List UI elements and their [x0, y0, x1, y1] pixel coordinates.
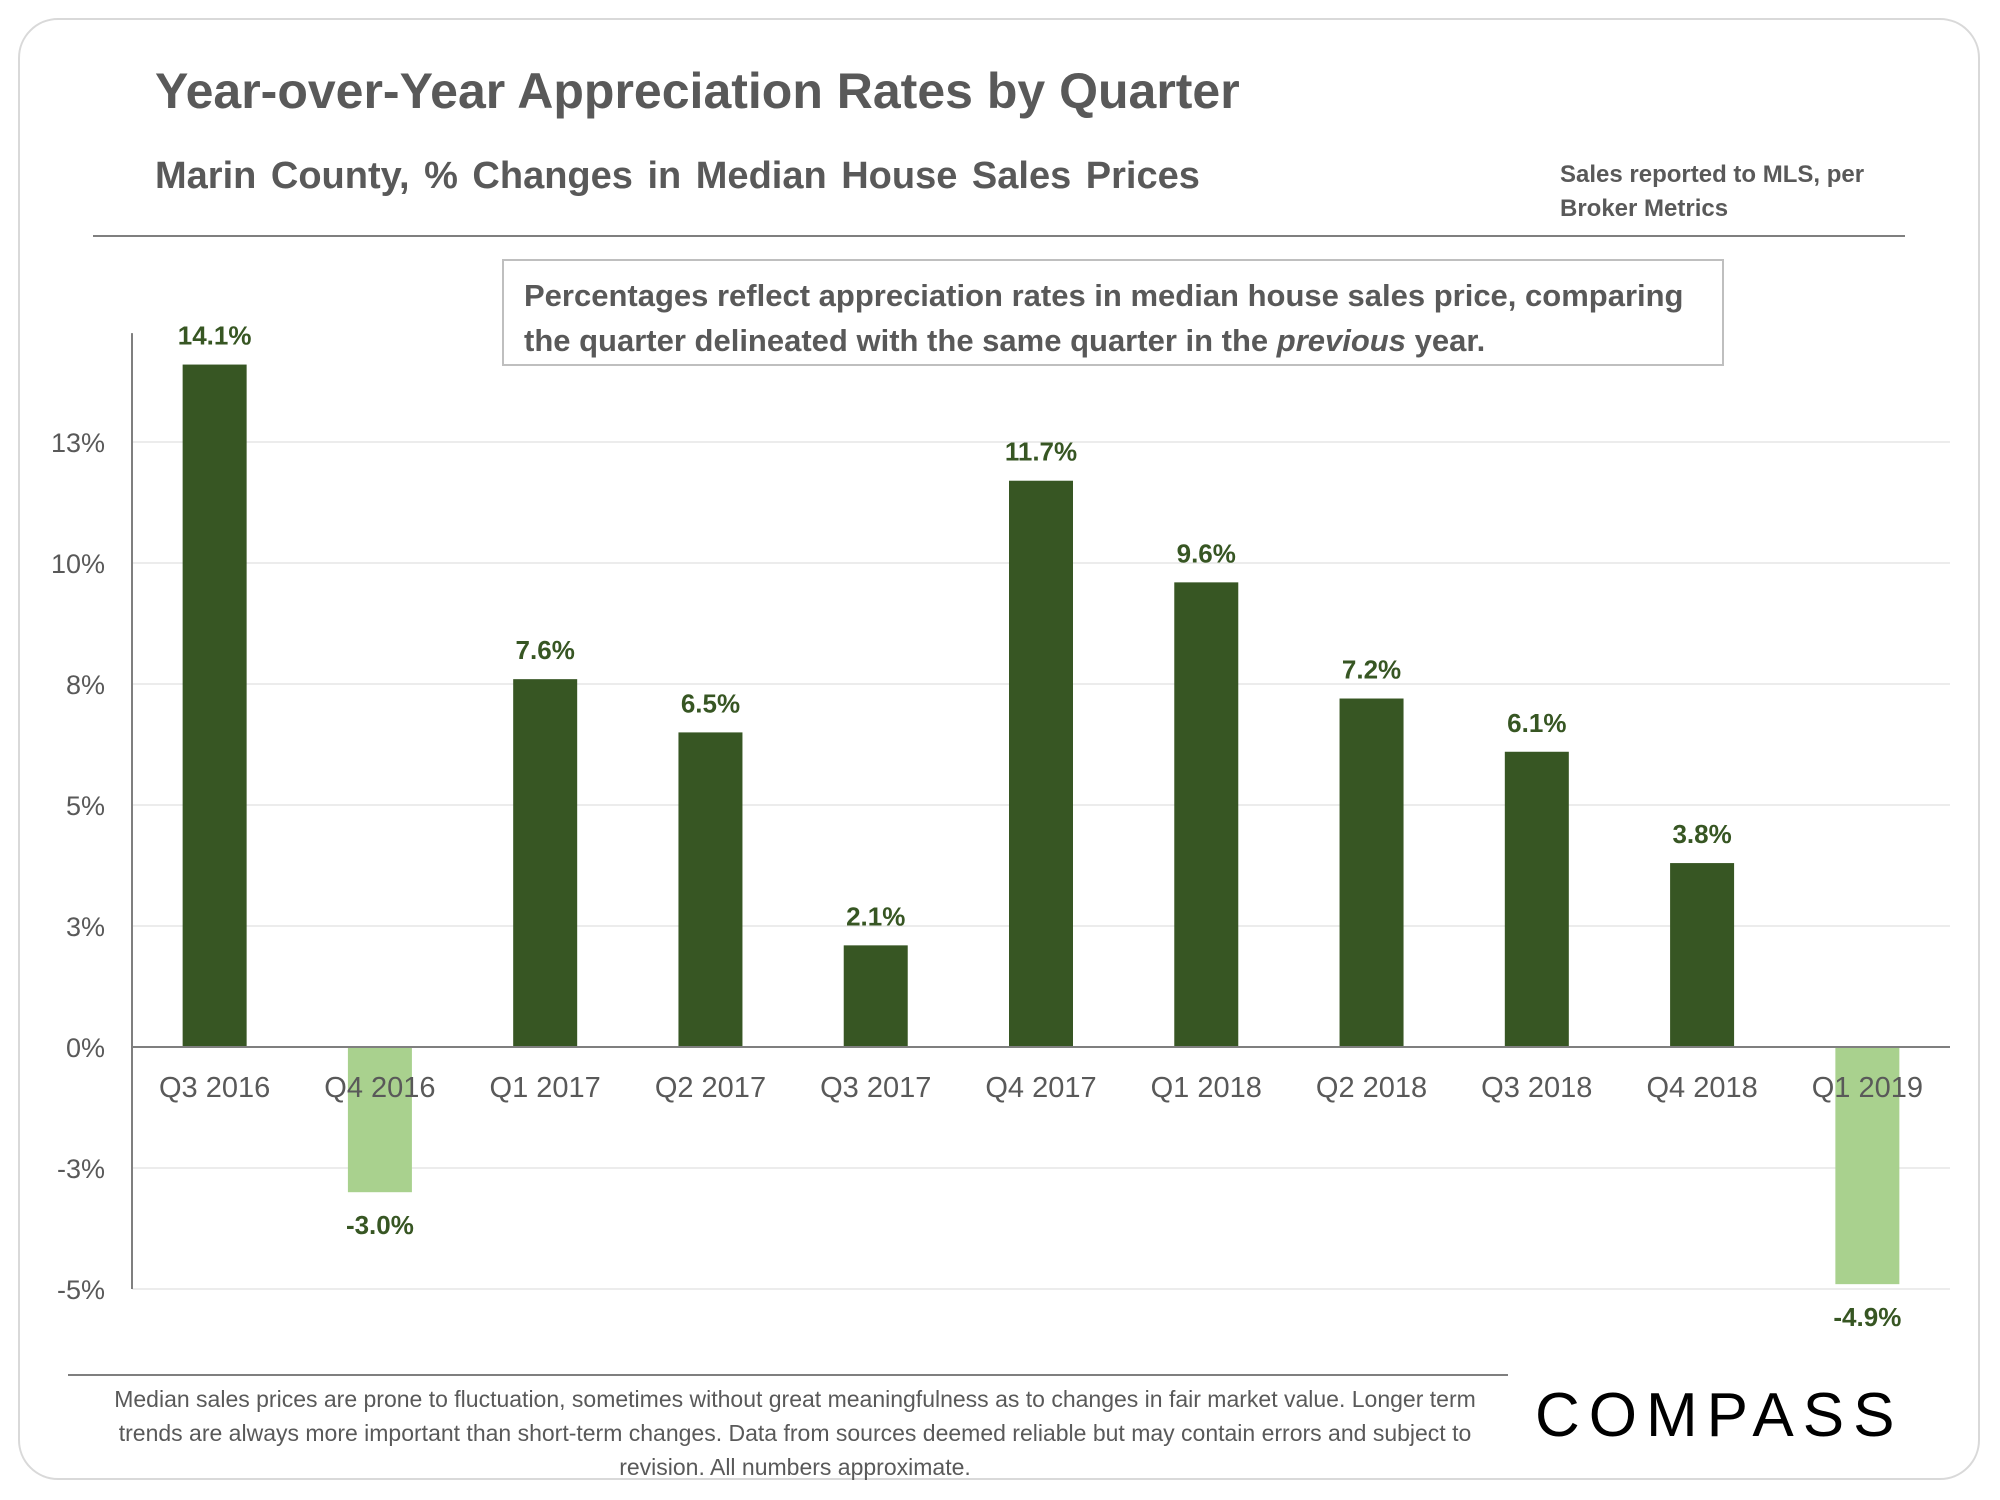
x-tick-label: Q3 2018	[1481, 1072, 1592, 1104]
bar	[678, 732, 743, 1047]
data-label: 7.6%	[516, 635, 575, 665]
data-label: 9.6%	[1177, 538, 1236, 568]
data-label: 14.1%	[178, 321, 252, 351]
y-tick-label: 8%	[66, 670, 105, 700]
data-label: 2.1%	[846, 901, 905, 931]
bar	[843, 945, 908, 1047]
y-tick-label: 5%	[66, 791, 105, 821]
bar	[347, 1047, 412, 1193]
x-tick-label: Q2 2018	[1316, 1072, 1427, 1104]
y-tick-label: 3%	[66, 912, 105, 942]
x-tick-label: Q2 2017	[655, 1072, 766, 1104]
x-tick-label: Q4 2016	[324, 1072, 435, 1104]
x-tick-label: Q1 2019	[1812, 1072, 1923, 1104]
data-label: 11.7%	[1005, 437, 1077, 467]
data-label: 3.8%	[1672, 819, 1731, 849]
chart-title: Year-over-Year Appreciation Rates by Qua…	[155, 63, 1240, 119]
data-label: 7.2%	[1342, 655, 1401, 685]
y-tick-label: -3%	[57, 1154, 105, 1184]
source-note: Sales reported to MLS, per Broker Metric…	[1560, 161, 1865, 222]
bar	[1504, 751, 1569, 1047]
compass-logo: COMPASS	[1535, 1381, 1904, 1450]
footer-divider	[68, 1374, 1508, 1376]
x-tick-label: Q3 2017	[820, 1072, 931, 1104]
y-tick-label: 10%	[51, 549, 105, 579]
explanation-text-start: Percentages reflect appreciation rates i…	[524, 278, 1684, 358]
bar	[182, 364, 247, 1047]
y-tick-label: -5%	[57, 1275, 105, 1305]
header-divider	[93, 235, 1905, 237]
bar	[1339, 698, 1404, 1047]
data-label: 6.1%	[1507, 708, 1566, 738]
x-tick-label: Q4 2018	[1646, 1072, 1757, 1104]
chart-subtitle: Marin County, % Changes in Median House …	[155, 155, 1200, 197]
bar	[1835, 1047, 1900, 1285]
data-label: 6.5%	[681, 688, 740, 718]
explanation-text-emphasis: previous	[1276, 323, 1406, 358]
bar	[1670, 863, 1735, 1047]
explanation-text-end: year.	[1405, 323, 1486, 358]
y-tick-label: 13%	[51, 428, 105, 458]
bar	[513, 679, 578, 1047]
data-label: -4.9%	[1833, 1302, 1901, 1332]
data-label: -3.0%	[346, 1210, 414, 1240]
bar	[1174, 582, 1239, 1047]
x-tick-label: Q1 2017	[490, 1072, 601, 1104]
explanation-box: Percentages reflect appreciation rates i…	[502, 259, 1724, 366]
bar	[1009, 480, 1073, 1048]
footer-disclaimer: Median sales prices are prone to fluctua…	[114, 1386, 1476, 1480]
x-tick-label: Q1 2018	[1151, 1072, 1262, 1104]
x-tick-label: Q3 2016	[159, 1072, 270, 1104]
chart-frame	[18, 18, 1980, 1480]
y-tick-label: 0%	[66, 1033, 105, 1063]
x-tick-label: Q4 2017	[985, 1072, 1096, 1104]
